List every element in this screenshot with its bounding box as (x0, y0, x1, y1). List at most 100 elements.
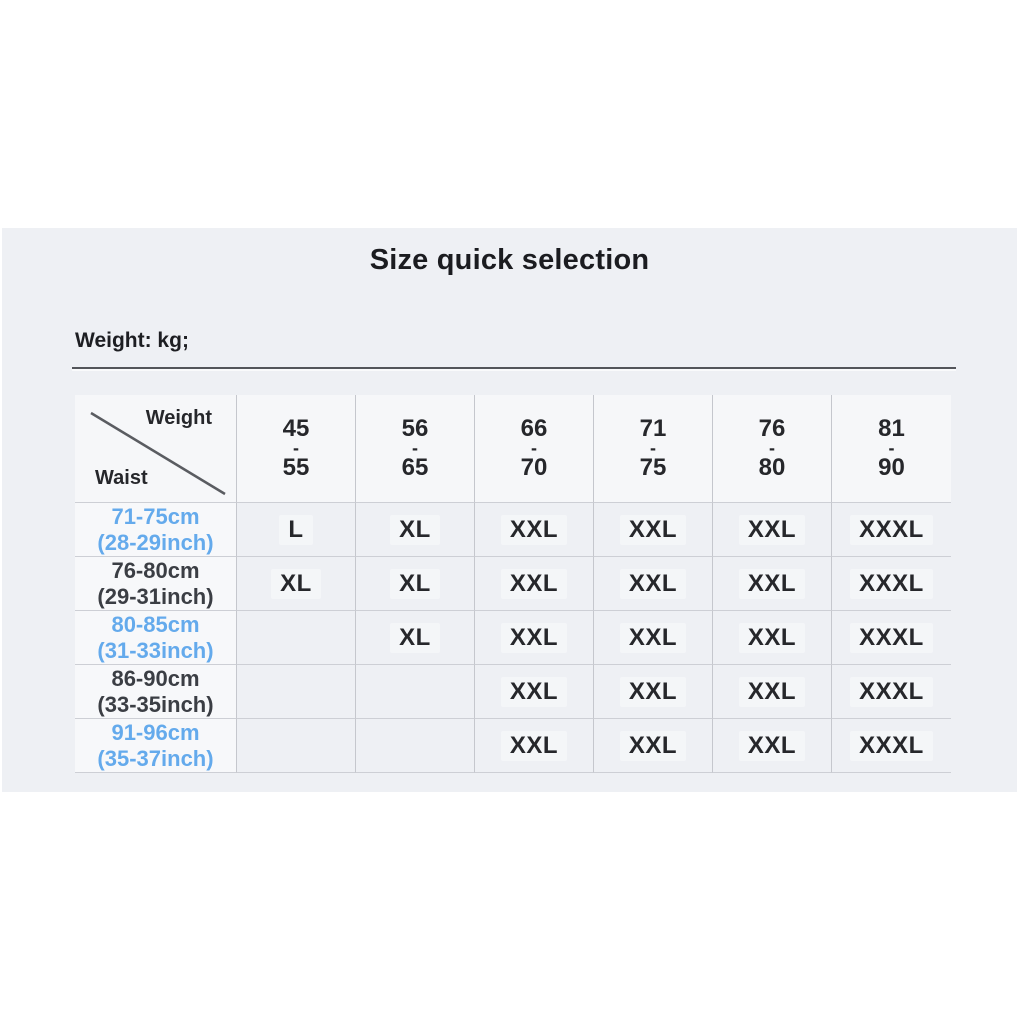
size-cell (237, 611, 356, 665)
size-value: XXXL (850, 622, 933, 653)
weight-axis-label: Weight (145, 407, 212, 429)
size-value: XXL (738, 568, 806, 599)
range-dash: - (769, 438, 775, 458)
size-cell: XXL (594, 611, 713, 665)
weight-range-bottom: 55 (282, 454, 310, 481)
range-dash: - (888, 438, 895, 458)
size-cell: XXL (594, 503, 713, 557)
waist-cm: 80-85cm (111, 611, 200, 637)
size-value: XXL (500, 676, 568, 707)
size-cell: XXL (713, 719, 832, 773)
column-header: 45 - 55 (237, 395, 356, 503)
size-value: XL (271, 568, 321, 599)
range-dash: - (531, 438, 537, 458)
waist-inch: (33-35inch) (97, 691, 214, 717)
size-cell: XXL (475, 665, 594, 719)
waist-cm: 91-96cm (111, 719, 200, 745)
weight-range-top: 81 (878, 415, 905, 442)
size-cell: XXL (475, 557, 594, 611)
size-cell: XXXL (832, 503, 951, 557)
size-cell: L (237, 503, 356, 557)
size-cell: XXXL (832, 665, 951, 719)
weight-range-top: 76 (758, 415, 786, 442)
column-header: 76 - 80 (713, 395, 832, 503)
size-value: XXXL (850, 730, 933, 761)
weight-range-bottom: 70 (520, 454, 548, 481)
size-value: XXL (500, 730, 568, 761)
size-cell: XL (356, 611, 475, 665)
size-cell: XL (356, 503, 475, 557)
size-cell: XXL (475, 719, 594, 773)
size-value: XL (390, 568, 440, 599)
row-label: 80-85cm (31-33inch) (75, 611, 237, 665)
size-value: XXL (500, 514, 568, 545)
range-dash: - (412, 438, 418, 458)
size-cell: XXXL (832, 611, 951, 665)
row-label: 76-80cm (29-31inch) (75, 557, 237, 611)
size-cell: XXL (594, 665, 713, 719)
row-label: 86-90cm (33-35inch) (75, 665, 237, 719)
size-value: XL (390, 622, 440, 653)
size-cell: XXL (594, 719, 713, 773)
size-value: XXL (500, 568, 568, 599)
waist-cm: 76-80cm (111, 557, 200, 583)
corner-header-cell: Weight Waist (75, 395, 237, 503)
weight-range-bottom: 90 (878, 454, 905, 481)
size-value: XXL (500, 622, 568, 653)
page-title: Size quick selection (369, 244, 650, 276)
size-cell (237, 665, 356, 719)
waist-cm: 71-75cm (111, 503, 200, 529)
size-cell: XXXL (832, 719, 951, 773)
row-label: 71-75cm (28-29inch) (75, 503, 237, 557)
size-value: XXL (738, 514, 806, 545)
waist-inch: (28-29inch) (97, 529, 214, 555)
waist-inch: (35-37inch) (97, 745, 214, 771)
range-dash: - (650, 438, 656, 458)
weight-range-bottom: 75 (639, 454, 667, 481)
waist-cm: 86-90cm (111, 665, 200, 691)
size-value: XXL (619, 676, 687, 707)
weight-range-top: 56 (401, 415, 429, 442)
weight-range-top: 66 (520, 415, 548, 442)
size-cell: XXL (713, 557, 832, 611)
size-value: XXL (619, 730, 687, 761)
weight-range-top: 71 (639, 415, 667, 442)
size-cell: XXL (713, 503, 832, 557)
size-value: L (279, 514, 313, 545)
size-cell: XXXL (832, 557, 951, 611)
size-cell (356, 719, 475, 773)
size-value: XXL (738, 622, 806, 653)
weight-range-bottom: 80 (758, 454, 786, 481)
weight-range-top: 45 (282, 415, 310, 442)
horizontal-divider (72, 367, 956, 369)
size-cell: XXL (594, 557, 713, 611)
size-cell: XXL (713, 665, 832, 719)
column-header: 56 - 65 (356, 395, 475, 503)
size-cell: XXL (475, 503, 594, 557)
size-value: XXL (619, 622, 687, 653)
size-value: XXL (738, 730, 806, 761)
size-cell: XL (356, 557, 475, 611)
size-value: XXXL (850, 514, 933, 545)
waist-inch: (29-31inch) (97, 583, 214, 609)
size-cell (237, 719, 356, 773)
size-value: XL (390, 514, 440, 545)
column-header: 81 - 90 (832, 395, 951, 503)
column-header: 66 - 70 (475, 395, 594, 503)
waist-axis-label: Waist (95, 467, 148, 489)
column-header: 71 - 75 (594, 395, 713, 503)
size-value: XXL (738, 676, 806, 707)
size-value: XXXL (850, 568, 933, 599)
size-value: XXL (619, 568, 687, 599)
range-dash: - (293, 438, 299, 458)
weight-unit-note: Weight: kg; (75, 329, 189, 352)
size-value: XXL (619, 514, 687, 545)
diagonal-line (90, 411, 226, 496)
row-label: 91-96cm (35-37inch) (75, 719, 237, 773)
size-chart-panel: Size quick selection Weight: kg; Weight … (2, 228, 1017, 792)
size-cell (356, 665, 475, 719)
waist-inch: (31-33inch) (97, 637, 214, 663)
size-table: Weight Waist 45 - 55 56 - 65 66 - 70 71 … (75, 395, 951, 773)
size-cell: XXL (475, 611, 594, 665)
size-cell: XL (237, 557, 356, 611)
